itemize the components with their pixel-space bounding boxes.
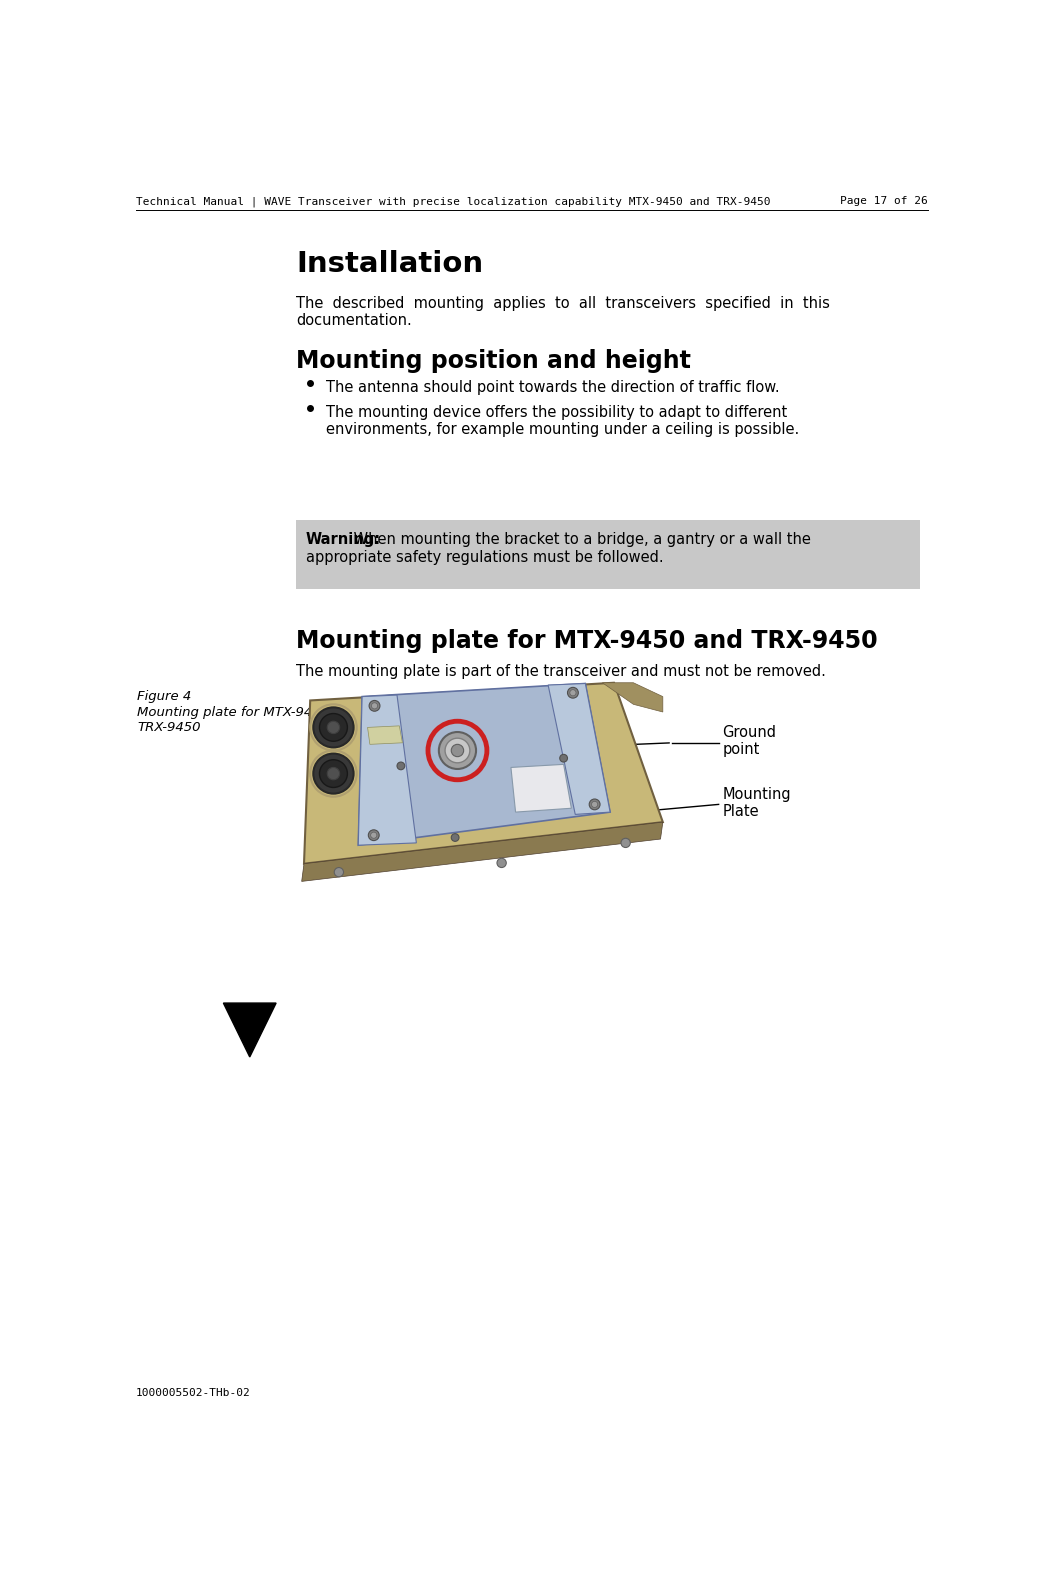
Text: Technical Manual | WAVE Transceiver with precise localization capability MTX-945: Technical Manual | WAVE Transceiver with… xyxy=(136,196,770,207)
Circle shape xyxy=(328,721,340,733)
Text: Mounting
Plate: Mounting Plate xyxy=(723,787,791,820)
Text: Page 17 of 26: Page 17 of 26 xyxy=(840,196,928,206)
Circle shape xyxy=(451,834,459,842)
Circle shape xyxy=(328,768,340,780)
Circle shape xyxy=(567,688,579,699)
Text: Installation: Installation xyxy=(297,250,483,278)
Circle shape xyxy=(313,754,354,793)
Circle shape xyxy=(445,738,470,763)
Text: Mounting plate for MTX-9450 and: Mounting plate for MTX-9450 and xyxy=(137,706,359,719)
Circle shape xyxy=(589,799,600,810)
Text: The mounting device offers the possibility to adapt to different: The mounting device offers the possibili… xyxy=(326,405,787,419)
Text: Mounting plate for MTX-9450 and TRX-9450: Mounting plate for MTX-9450 and TRX-9450 xyxy=(297,630,878,653)
Text: Warning:: Warning: xyxy=(306,532,381,546)
Circle shape xyxy=(569,689,576,696)
Polygon shape xyxy=(223,1003,276,1057)
Polygon shape xyxy=(602,683,663,713)
Polygon shape xyxy=(511,765,571,812)
Circle shape xyxy=(319,760,347,788)
Text: environments, for example mounting under a ceiling is possible.: environments, for example mounting under… xyxy=(326,422,798,436)
Polygon shape xyxy=(358,683,610,845)
Circle shape xyxy=(247,578,253,584)
Bar xyxy=(247,553,253,575)
Circle shape xyxy=(368,831,380,840)
Circle shape xyxy=(560,754,567,761)
Text: Mounting position and height: Mounting position and height xyxy=(297,349,691,372)
Polygon shape xyxy=(358,696,417,845)
Circle shape xyxy=(621,838,630,848)
Text: 1000005502-THb-02: 1000005502-THb-02 xyxy=(136,1388,251,1397)
Bar xyxy=(297,520,920,589)
Circle shape xyxy=(451,744,464,757)
Text: The antenna should point towards the direction of traffic flow.: The antenna should point towards the dir… xyxy=(326,380,780,396)
Circle shape xyxy=(371,703,377,710)
Circle shape xyxy=(591,801,597,807)
Polygon shape xyxy=(304,683,663,864)
Circle shape xyxy=(313,708,354,747)
Circle shape xyxy=(397,761,404,769)
Text: appropriate safety regulations must be followed.: appropriate safety regulations must be f… xyxy=(306,551,664,565)
Text: The mounting plate is part of the transceiver and must not be removed.: The mounting plate is part of the transc… xyxy=(297,664,826,680)
Circle shape xyxy=(497,859,506,868)
Circle shape xyxy=(439,732,476,769)
Text: When mounting the bracket to a bridge, a gantry or a wall the: When mounting the bracket to a bridge, a… xyxy=(348,532,811,546)
Circle shape xyxy=(370,832,376,838)
Text: documentation.: documentation. xyxy=(297,312,412,328)
Polygon shape xyxy=(302,823,663,881)
Text: Figure 4: Figure 4 xyxy=(137,691,192,703)
Text: TRX-9450: TRX-9450 xyxy=(137,721,201,735)
Polygon shape xyxy=(549,683,610,815)
Circle shape xyxy=(334,868,343,876)
Text: The  described  mounting  applies  to  all  transceivers  specified  in  this: The described mounting applies to all tr… xyxy=(297,297,831,311)
Polygon shape xyxy=(367,725,402,744)
Circle shape xyxy=(319,713,347,741)
Circle shape xyxy=(369,700,380,711)
Text: Ground
point: Ground point xyxy=(723,725,777,757)
